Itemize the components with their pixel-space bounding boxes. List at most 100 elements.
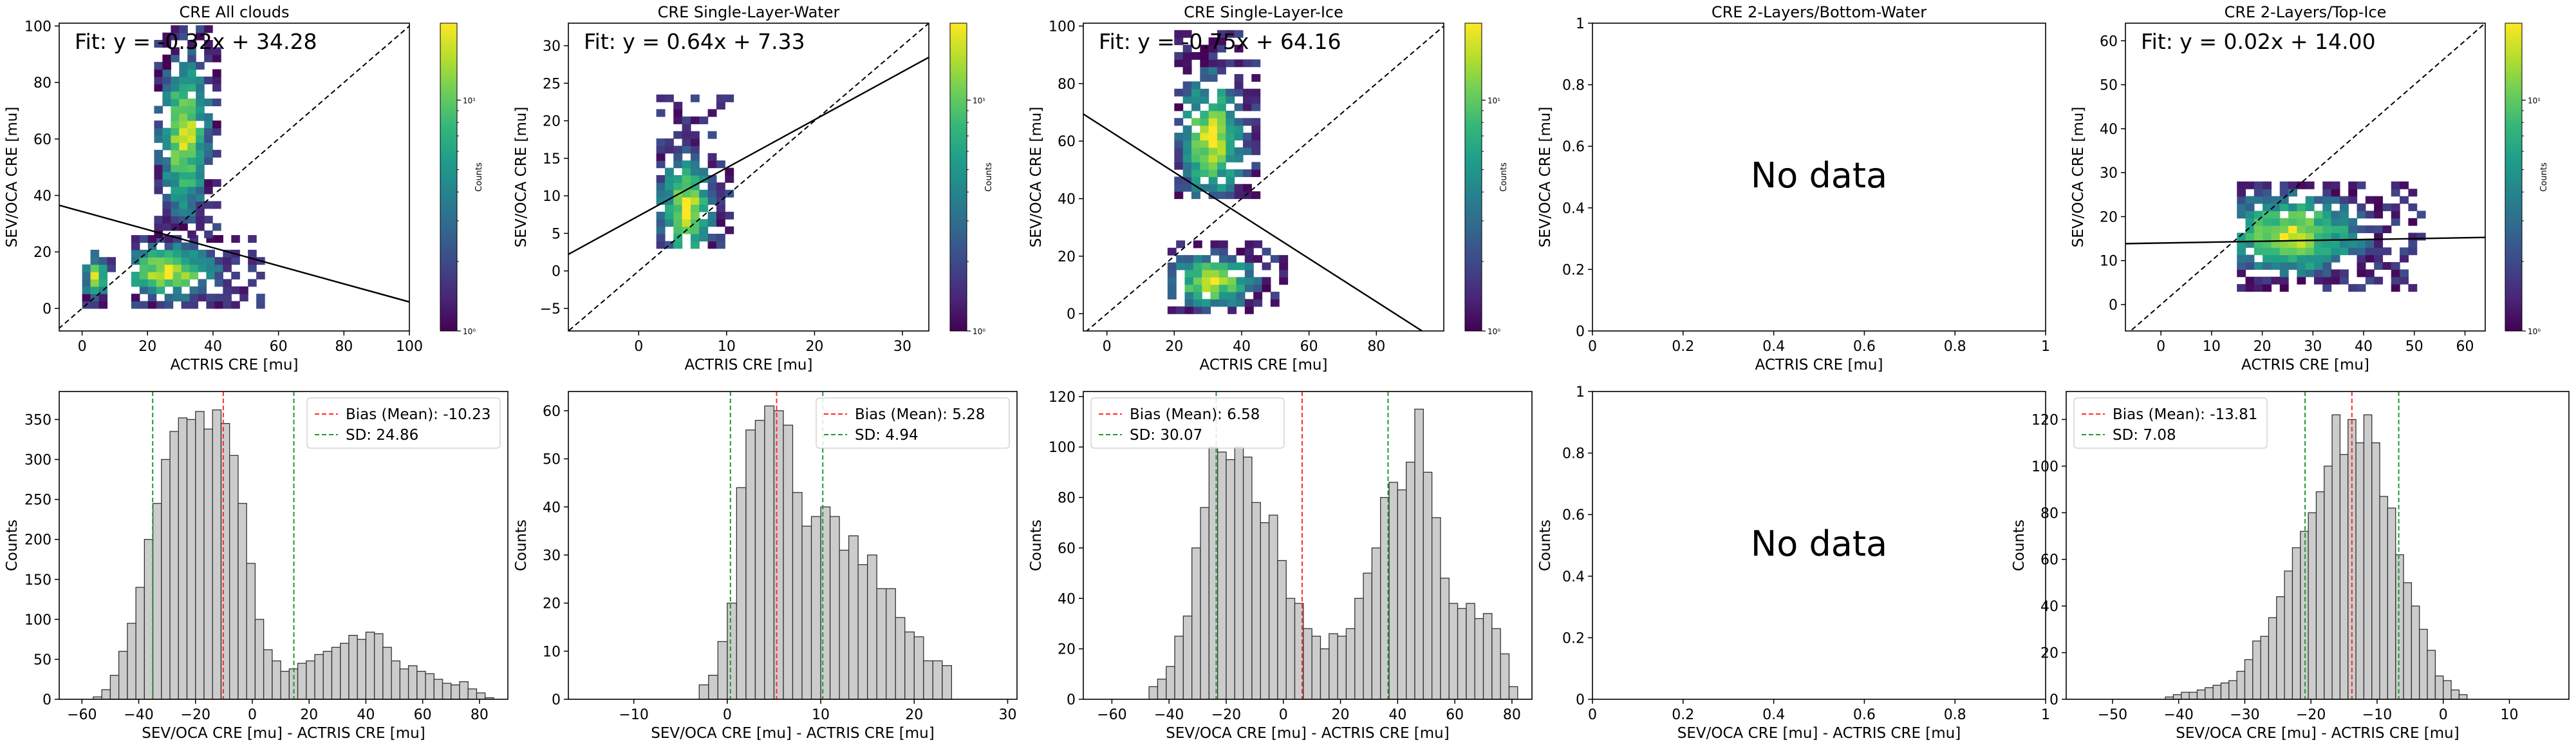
heatmap-cell: [2263, 218, 2272, 226]
heatmap-cell: [1244, 299, 1254, 307]
heatmap-cell: [212, 47, 221, 55]
heatmap-cell: [2263, 240, 2272, 248]
heatmap-cell: [212, 120, 221, 129]
heatmap-cell: [2348, 232, 2358, 241]
heatmap-cell: [2391, 189, 2400, 197]
y-tick-label: 80: [1058, 491, 1076, 507]
heatmap-cell: [1226, 30, 1235, 38]
heatmap-cell: [204, 157, 213, 165]
heatmap-cell: [1182, 59, 1192, 68]
y-tick-label: 0.8: [1562, 78, 1585, 94]
heatmap-cell: [162, 216, 171, 224]
histogram-bar: [365, 632, 375, 699]
heatmap-cell: [1251, 118, 1261, 126]
heatmap-cell: [1208, 155, 1218, 163]
histogram-bar: [263, 649, 273, 699]
x-axis-label: SEV/OCA CRE [mu] - ACTRIS CRE [mu]: [142, 725, 425, 742]
panel-8: 0 0.2 0.4 0.6 0.8 1 0 0.2 0.4 0.6 0.8 1 SEV/OCA CRE …: [1537, 384, 2050, 742]
heatmap-cell: [1174, 184, 1184, 192]
y-tick-label: 0.2: [1562, 630, 1585, 646]
heatmap-cell: [248, 257, 257, 265]
heatmap-cell: [248, 235, 257, 243]
heatmap-cell: [673, 116, 683, 124]
y-tick-label: 80: [33, 75, 51, 91]
histogram-bar: [238, 503, 247, 699]
histogram-bar: [399, 668, 409, 699]
histogram-bar: [913, 636, 924, 699]
heatmap-cell: [204, 201, 213, 209]
heatmap-cell: [147, 301, 157, 309]
heatmap-cell: [2339, 232, 2349, 241]
heatmap-cell: [1236, 247, 1246, 256]
histogram-bar: [1320, 648, 1330, 699]
histogram-bar: [727, 602, 738, 699]
heatmap-cell: [187, 201, 196, 209]
heatmap-cell: [2237, 196, 2246, 204]
heatmap-cell: [1226, 88, 1235, 97]
heatmap-cell: [1226, 59, 1235, 68]
heatmap-cell: [147, 264, 157, 272]
heatmap-cell: [171, 216, 180, 224]
x-tick-label: 20: [300, 707, 318, 723]
y-tick-label: 50: [33, 652, 51, 668]
heatmap-cell: [162, 208, 171, 216]
x-tick-label: 60: [2456, 339, 2474, 355]
heatmap-cell: [1202, 299, 1211, 307]
heatmap-cell: [2297, 232, 2306, 241]
heatmap-cell: [699, 233, 709, 241]
heatmap-cell: [156, 249, 165, 258]
colorbar-gradient: [440, 23, 458, 332]
heatmap-cell: [699, 226, 709, 234]
legend: Bias (Mean): 5.28 SD: 4.94: [816, 397, 1010, 449]
heatmap-cell: [2365, 225, 2375, 234]
heatmap-cell: [2313, 218, 2323, 226]
histogram-bar: [118, 650, 128, 699]
heatmap-cell: [98, 279, 108, 287]
heatmap-cell: [2331, 269, 2340, 278]
heatmap-cell: [1244, 306, 1254, 314]
heatmap-cell: [82, 294, 91, 302]
heatmap-cell: [1193, 306, 1202, 314]
heatmap-cell: [1227, 262, 1237, 270]
heatmap-cell: [682, 182, 691, 191]
x-tick-label: 100: [396, 339, 423, 355]
x-axis-label: ACTRIS CRE [mu]: [2241, 357, 2369, 373]
heatmap-cell: [2305, 247, 2315, 256]
x-tick-label: 0: [1588, 339, 1597, 355]
heatmap-cell: [1234, 30, 1244, 38]
chart-title: CRE Single-Layer-Ice: [1184, 3, 1343, 21]
histogram-bar: [1251, 502, 1261, 699]
heatmap-cell: [214, 264, 223, 272]
histogram-bar: [2205, 687, 2214, 699]
heatmap-cell: [1193, 255, 1202, 263]
heatmap-cell: [664, 138, 674, 147]
heatmap-cell: [82, 272, 91, 279]
heatmap-cell: [196, 164, 205, 173]
y-axis-label: Counts: [1537, 520, 1554, 571]
heatmap-cell: [1236, 284, 1246, 292]
heatmap-cell: [198, 294, 207, 302]
heatmap-cell: [2348, 240, 2358, 248]
heatmap-cell: [164, 294, 174, 302]
heatmap-cell: [204, 127, 213, 136]
heatmap-cell: [1191, 96, 1200, 104]
heatmap-cell: [2237, 247, 2246, 256]
heatmap-cell: [1242, 169, 1252, 177]
x-tick-label: 80: [471, 707, 489, 723]
heatmap-cell: [2279, 232, 2289, 241]
heatmap-cell: [196, 201, 205, 209]
heatmap-cell: [212, 99, 221, 107]
y-axis-label: SEV/OCA CRE [mu]: [513, 107, 530, 248]
heatmap-cell: [189, 294, 199, 302]
heatmap-cell: [2279, 240, 2289, 248]
heatmap-cell: [2408, 247, 2418, 256]
heatmap-cell: [179, 157, 188, 165]
histogram-bar: [407, 665, 418, 699]
colorbar-label: Counts: [474, 162, 484, 192]
heatmap-cell: [716, 197, 725, 205]
histogram-bar: [1363, 572, 1373, 699]
heatmap-cell: [2245, 240, 2255, 248]
histogram-bar: [783, 424, 794, 699]
histogram-bar: [1217, 451, 1227, 699]
y-tick-label: 0.2: [1562, 262, 1585, 278]
